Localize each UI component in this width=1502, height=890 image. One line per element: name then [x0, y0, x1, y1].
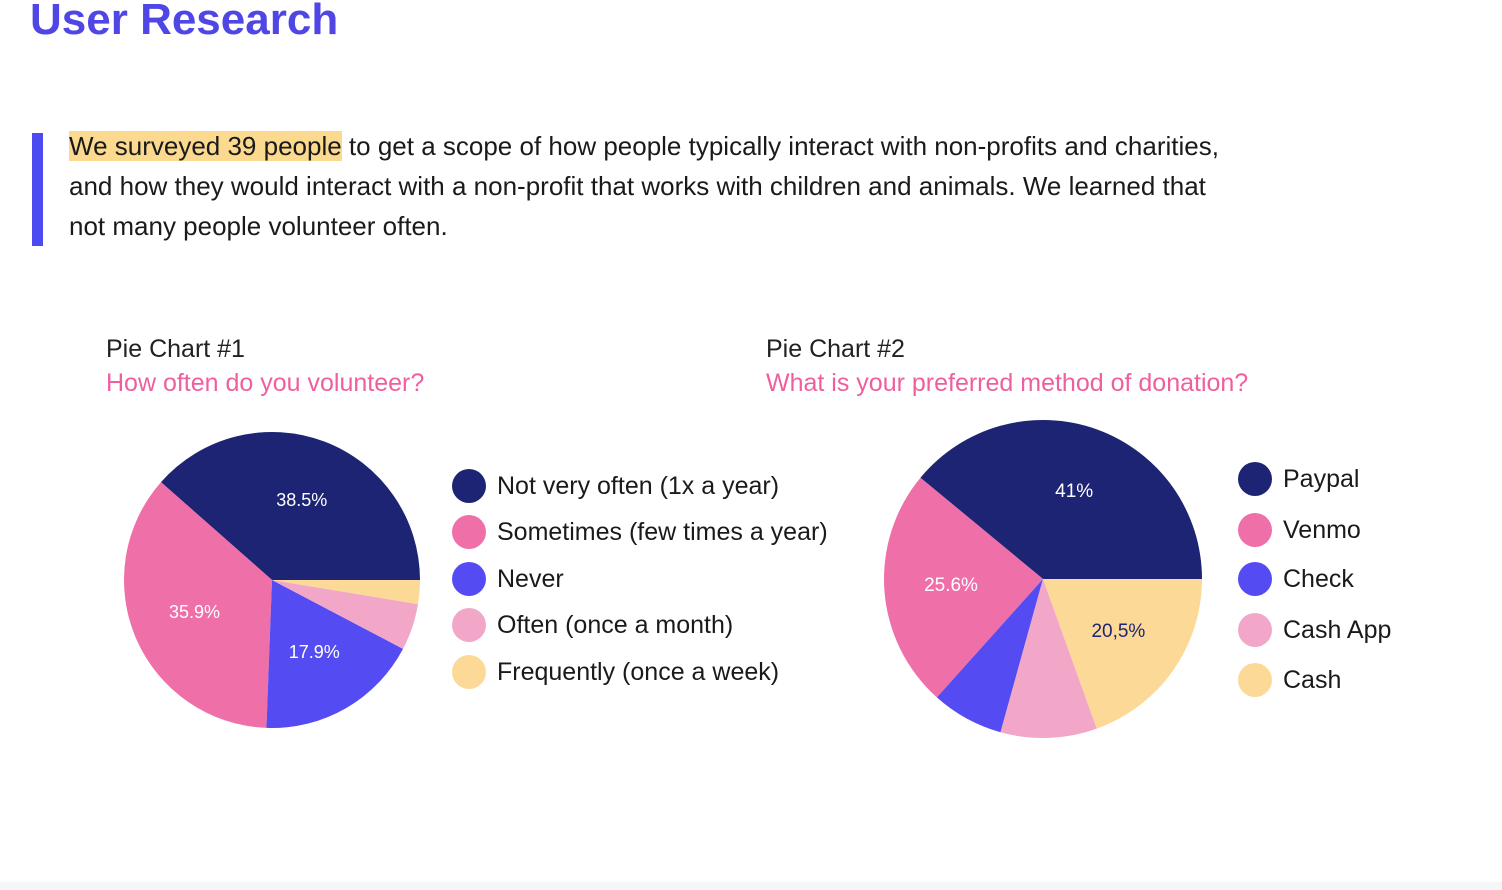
legend-swatch	[1238, 663, 1272, 697]
pie-data-label: 20,5%	[1091, 621, 1145, 642]
legend-label: Paypal	[1283, 465, 1360, 493]
page-bottom-strip	[0, 882, 1502, 890]
quote-bar	[32, 133, 43, 246]
pie-data-label: 17.9%	[289, 642, 340, 662]
legend-label: Sometimes (few times a year)	[497, 518, 828, 546]
legend-swatch	[1238, 462, 1272, 496]
chart-2-title: Pie Chart #2	[766, 335, 905, 363]
legend-label: Check	[1283, 565, 1354, 593]
pie-chart-1: 38.5% 35.9% 17.9%	[124, 432, 421, 728]
pie-data-label: 35.9%	[169, 602, 220, 622]
pie-chart-2: 41% 25.6% 20,5%	[884, 419, 1202, 739]
pie-data-label: 41%	[1055, 481, 1093, 502]
legend-swatch	[452, 469, 486, 503]
intro-text: to get a scope of how people typically i…	[69, 131, 1219, 241]
pie-slice	[1000, 579, 1097, 739]
legend-swatch	[452, 562, 486, 596]
pie-slice	[124, 482, 272, 728]
pie-slice	[936, 579, 1043, 733]
pie-data-label: 25.6%	[924, 575, 978, 596]
legend-swatch	[1238, 613, 1272, 647]
pie-data-label: 38.5%	[276, 490, 327, 510]
intro-highlight: We surveyed 39 people	[69, 131, 342, 161]
legend-swatch	[1238, 562, 1272, 596]
pie-slice	[1043, 579, 1202, 729]
intro-paragraph: We surveyed 39 people to get a scope of …	[69, 126, 1249, 246]
pie-slice	[272, 580, 419, 649]
legend-label: Cash	[1283, 666, 1342, 694]
legend-label: Venmo	[1283, 516, 1361, 544]
legend-label: Cash App	[1283, 616, 1392, 644]
pie-slice	[160, 432, 421, 580]
legend-label: Not very often (1x a year)	[497, 472, 780, 500]
pie-slice	[920, 419, 1202, 579]
pie-slice	[266, 580, 404, 728]
legend-label: Often (once a month)	[497, 611, 734, 639]
page-title: User Research	[30, 0, 339, 44]
pie-slice	[884, 477, 1043, 698]
legend-label: Never	[497, 565, 564, 593]
legend-swatch	[452, 655, 486, 689]
chart-2-question: What is your preferred method of donatio…	[766, 369, 1249, 397]
legend-label: Frequently (once a week)	[497, 658, 780, 686]
pie-slice	[272, 580, 420, 605]
chart-1-question: How often do you volunteer?	[106, 369, 425, 397]
chart-1-title: Pie Chart #1	[106, 335, 245, 363]
legend-swatch	[452, 515, 486, 549]
legend-swatch	[452, 608, 486, 642]
legend-swatch	[1238, 513, 1272, 547]
